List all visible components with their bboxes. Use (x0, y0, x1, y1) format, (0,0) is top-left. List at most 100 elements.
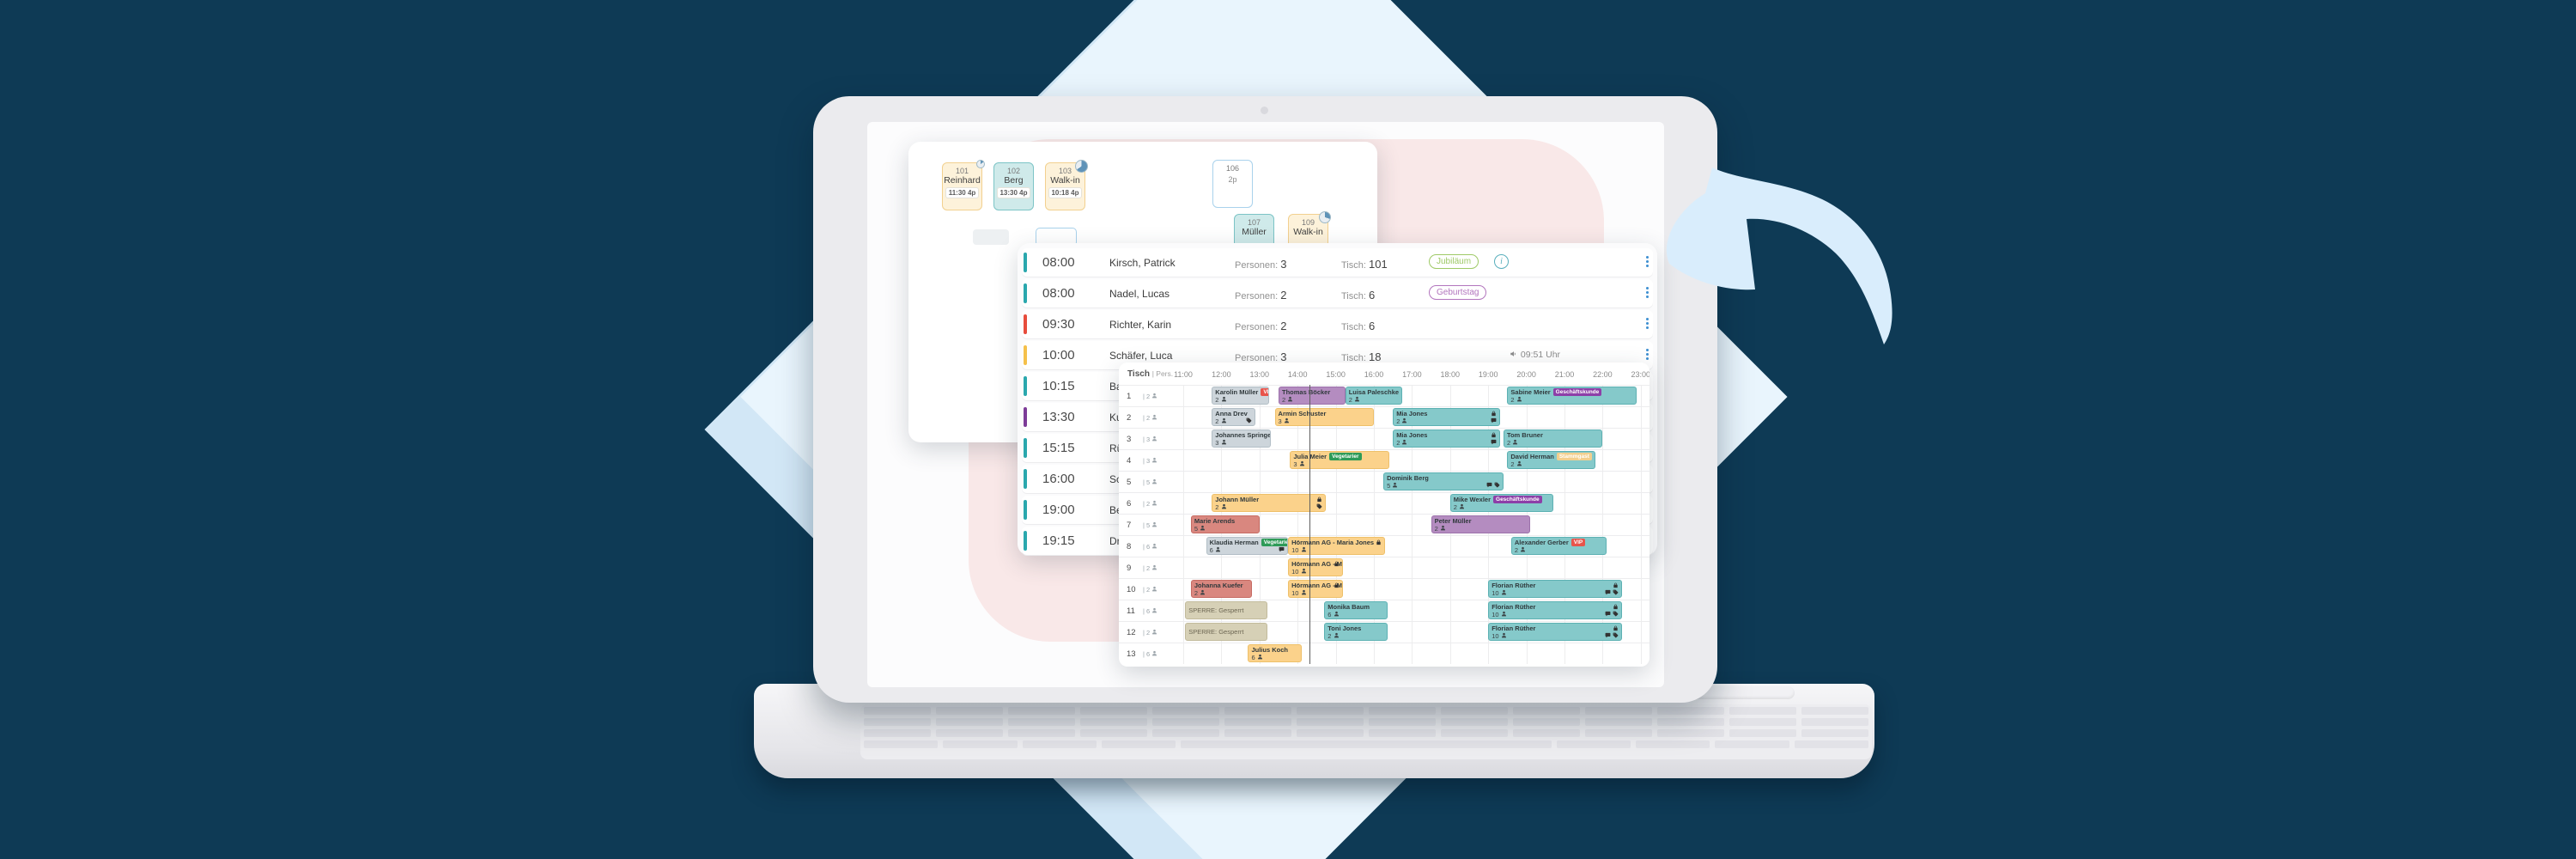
reservation-bar[interactable]: Klaudia Herman Vegetarier 6 (1206, 537, 1289, 555)
speaker-icon (1510, 351, 1516, 356)
table-card-103[interactable]: 103 Walk-in 10:18 4p (1045, 160, 1088, 210)
hour-label: 18:00 (1440, 370, 1461, 379)
reservation-bar[interactable]: Mike Wexler Geschäftskunde 2 (1449, 494, 1553, 512)
person-icon (1301, 546, 1306, 552)
reservation-row[interactable]: 08:00 Nadel, Lucas Personen: 2 Tisch: 6 Gebu… (1022, 279, 1653, 308)
reservation-bar[interactable]: Tom Bruner 2 (1503, 430, 1603, 448)
bar-person-count: 2 (1194, 589, 1200, 597)
reservation-bar[interactable]: Julia Meier Vegetarier 3 (1290, 451, 1389, 469)
person-icon (1152, 607, 1157, 613)
reservation-bar[interactable]: Alexander Gerber VIP 2 (1510, 537, 1607, 555)
tag-icon (1613, 589, 1619, 595)
bar-person-count: 2 (1396, 439, 1402, 447)
table-card-partial[interactable] (973, 229, 1009, 245)
gridline (1183, 385, 1184, 664)
blocked-slot-bar[interactable]: SPERRE: Gesperrt (1185, 623, 1267, 641)
reservation-bar[interactable]: Mia Jones 2 (1393, 430, 1500, 448)
person-icon (1501, 632, 1506, 638)
bar-person-count: 2 (1510, 396, 1516, 404)
bar-person-count: 3 (1293, 460, 1299, 468)
table-seat-count: | 5 (1143, 478, 1157, 486)
reservation-bar[interactable]: Florian Rüther 10 (1488, 580, 1622, 598)
row-separator (1119, 428, 1649, 429)
reservation-bar[interactable]: Anna Drev 2 (1212, 408, 1256, 426)
table-seat-count: | 6 (1143, 543, 1157, 551)
comment-icon (1491, 439, 1496, 445)
reservation-bar[interactable]: Mia Jones 2 (1393, 408, 1500, 426)
keyboard-key (1513, 718, 1580, 726)
guest-name: Nadel, Lucas (1109, 288, 1170, 300)
row-menu-icon[interactable] (1646, 349, 1649, 362)
bar-guest-name: Florian Rüther (1492, 582, 1536, 589)
reservation-bar[interactable]: Marie Arends 5 (1190, 515, 1260, 533)
reservation-bar[interactable]: Armin Schuster 3 (1274, 408, 1374, 426)
reservation-bar[interactable]: Johannes Springer 3 (1212, 430, 1272, 448)
tag-icon (1613, 611, 1619, 617)
bar-person-count: 2 (1215, 396, 1221, 404)
persons-value: 2 (1280, 289, 1287, 302)
row-menu-icon[interactable] (1646, 256, 1649, 269)
laptop-keyboard (860, 704, 1872, 759)
bar-guest-name: Mia Jones (1396, 431, 1428, 439)
person-icon (1152, 478, 1157, 484)
guest-name: Schäfer, Luca (1109, 350, 1173, 362)
person-icon (1221, 417, 1226, 423)
person-icon (1152, 457, 1157, 463)
reservation-bar[interactable]: Florian Rüther 10 (1488, 623, 1622, 641)
guest-tag-badge: Vegetarier (1261, 539, 1288, 546)
comment-icon (1605, 632, 1610, 638)
person-icon (1152, 629, 1157, 635)
info-icon[interactable]: i (1494, 254, 1509, 269)
laptop-camera-icon (1261, 107, 1268, 114)
keyboard-key (936, 729, 1003, 737)
person-icon (1516, 460, 1522, 466)
person-icon (1334, 611, 1339, 617)
reservation-bar[interactable]: David Herman Stammgast 2 (1507, 451, 1595, 469)
lock-icon (1334, 582, 1340, 588)
reservation-bar[interactable]: Julius Koch 6 (1248, 644, 1302, 662)
table-guest-name: Reinhard (944, 175, 981, 186)
bar-person-count: 10 (1291, 589, 1301, 597)
row-menu-icon[interactable] (1646, 287, 1649, 300)
table-card-102[interactable]: 102 Berg 13:30 4p (993, 162, 1034, 210)
reservation-bar[interactable]: Karolin MüllerVIP 2 (1212, 387, 1269, 405)
occupancy-pie-icon (1319, 211, 1331, 223)
reservation-row[interactable]: 08:00 Kirsch, Patrick Personen: 3 Tisch: 10… (1022, 248, 1653, 277)
reservation-bar[interactable]: Dominik Berg 5 (1383, 472, 1504, 490)
reservation-bar[interactable]: Johanna Kuefer 2 (1190, 580, 1252, 598)
status-accent-bar (1024, 469, 1027, 489)
reservation-bar[interactable]: Florian Rüther 10 (1488, 601, 1622, 619)
table-card-106[interactable]: 106 2p (1212, 160, 1253, 208)
bar-person-count: 10 (1492, 611, 1501, 618)
persons-value: 2 (1280, 320, 1287, 332)
reservation-bar[interactable]: Monika Baum 6 (1324, 601, 1388, 619)
keyboard-key (864, 729, 931, 737)
reservation-bar[interactable]: Luisa Paleschke 2 (1345, 387, 1403, 405)
reservation-bar[interactable]: Sabine Meier Geschäftskunde 2 (1507, 387, 1637, 405)
reservation-bar[interactable]: Johann Müller 2 (1212, 494, 1327, 512)
bar-guest-name: Marie Arends (1194, 517, 1236, 525)
reservation-bar[interactable]: Thomas Böcker 2 (1279, 387, 1346, 405)
blocked-slot-bar[interactable]: SPERRE: Gesperrt (1185, 601, 1267, 619)
hour-label: 12:00 (1212, 370, 1231, 379)
bar-guest-name: Armin Schuster (1278, 410, 1327, 417)
occasion-badge: Jubiläum (1429, 254, 1479, 269)
reservation-bar[interactable]: Peter Müller 2 (1431, 515, 1531, 533)
table-card-101[interactable]: 101 Reinhard 11:30 4p (942, 160, 985, 210)
keyboard-key (1224, 718, 1291, 726)
person-icon (1221, 439, 1226, 445)
reservation-row[interactable]: 09:30 Richter, Karin Personen: 2 Tisch: 6 (1022, 310, 1653, 338)
reservation-bar[interactable]: Toni Jones 2 (1324, 623, 1388, 641)
table-value: 6 (1369, 289, 1376, 302)
reservation-time: 09:30 (1042, 317, 1075, 332)
row-menu-icon[interactable] (1646, 318, 1649, 331)
lock-icon (1491, 411, 1496, 417)
keyboard-key (1585, 707, 1652, 715)
person-icon (1501, 611, 1506, 617)
bar-guest-name: Toni Jones (1327, 624, 1362, 632)
bar-guest-name: Mike Wexler (1453, 496, 1492, 503)
guest-tag-badge: VIP (1261, 388, 1268, 396)
